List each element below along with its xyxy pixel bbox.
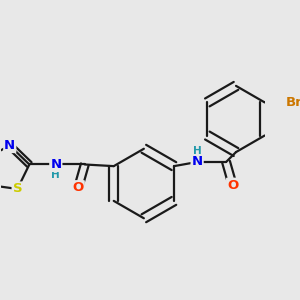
Text: Br: Br xyxy=(286,96,300,109)
Text: O: O xyxy=(227,179,238,192)
Text: H: H xyxy=(52,170,60,180)
Text: H: H xyxy=(193,146,202,156)
Text: O: O xyxy=(73,181,84,194)
Text: N: N xyxy=(50,158,62,171)
Text: S: S xyxy=(13,182,22,196)
Text: N: N xyxy=(4,139,15,152)
Text: N: N xyxy=(192,155,203,169)
